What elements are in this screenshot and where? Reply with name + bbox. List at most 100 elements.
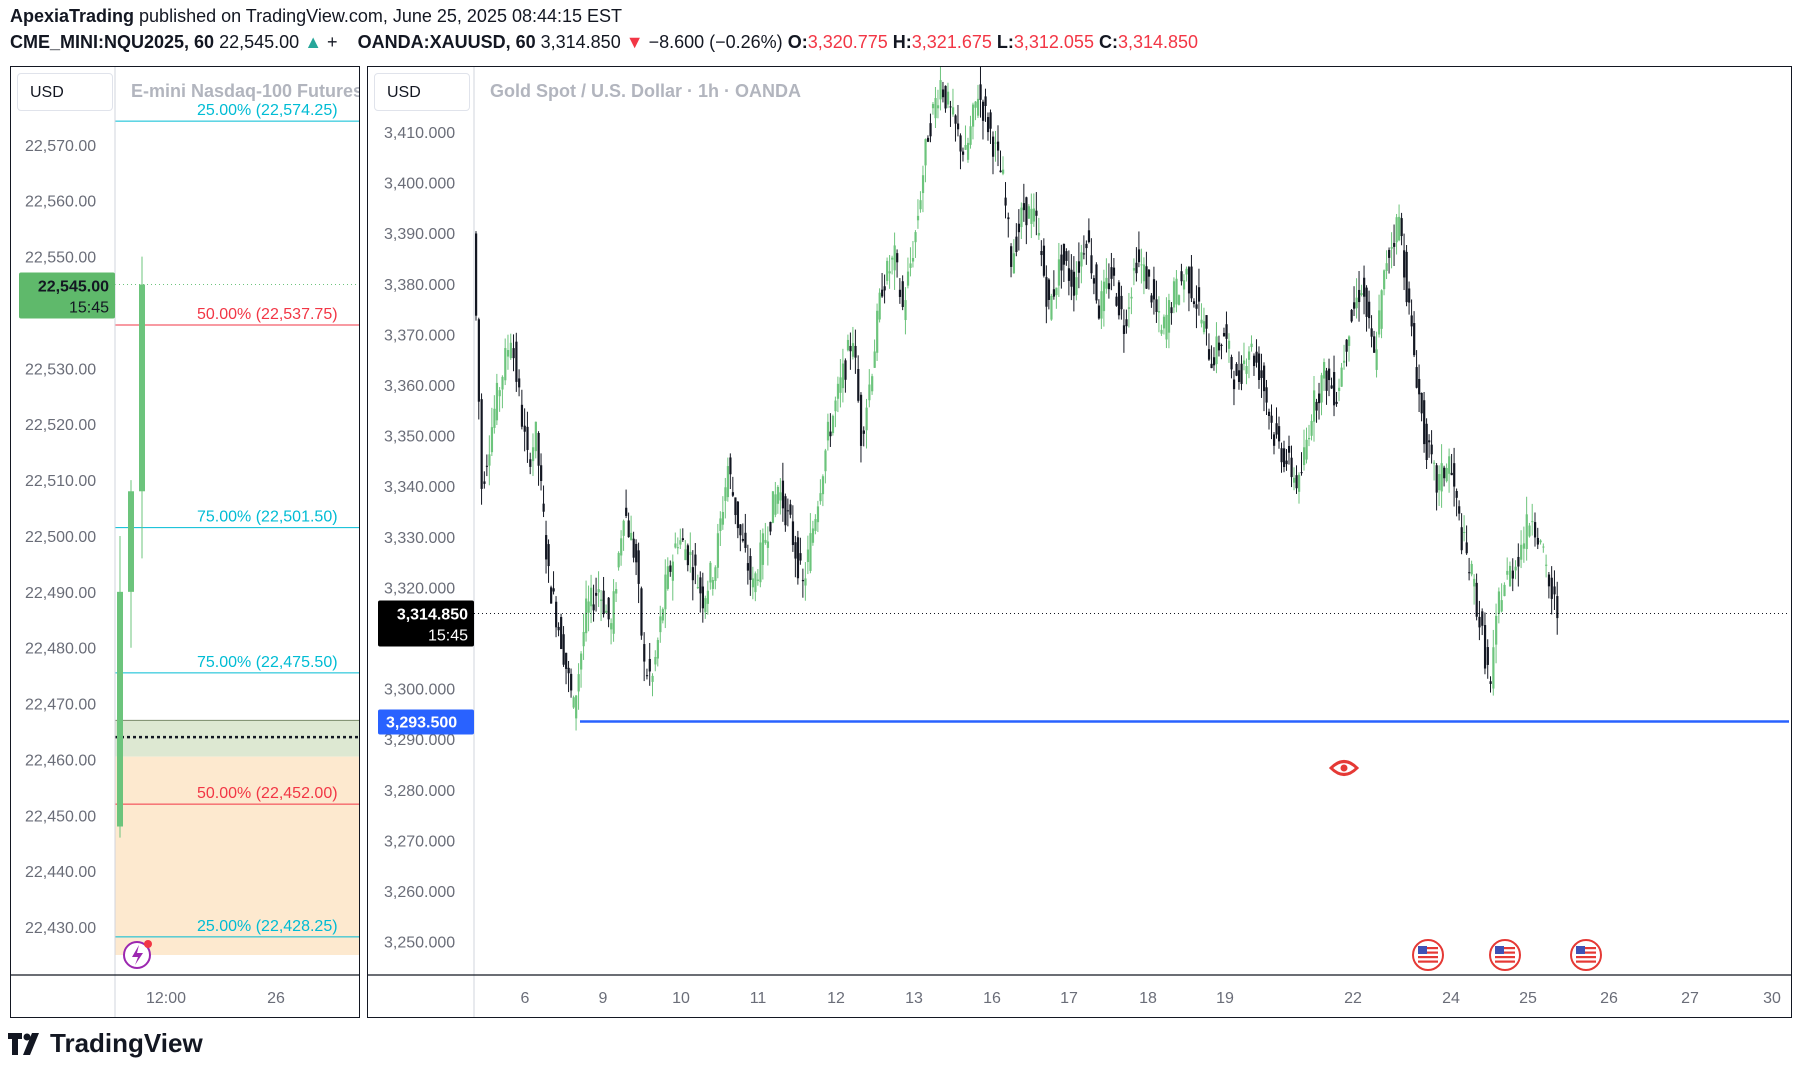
candle-body <box>1155 299 1158 312</box>
candle-body <box>620 538 623 556</box>
y-tick-label: 3,280.000 <box>384 783 455 800</box>
candle-body <box>1177 295 1181 305</box>
gold-chart-pane[interactable]: 3,410.000 3,400.000 3,390.000 3,380.000 3,37… <box>367 66 1792 1018</box>
candle-body <box>1230 356 1233 370</box>
candle-body <box>1310 420 1313 436</box>
gold-chart-svg[interactable]: 3,410.000 3,400.000 3,390.000 3,380.000 3,37… <box>368 67 1791 1017</box>
right-change: −8.600 (−0.26%) <box>648 32 783 52</box>
candle-body <box>1313 390 1316 422</box>
up-triangle-icon: ▲ <box>304 32 323 52</box>
candle-body <box>865 407 868 431</box>
left-price: 22,545.00 <box>219 32 300 52</box>
fib-label: 50.00% (22,452.00) <box>197 785 338 802</box>
candle-body <box>781 480 785 509</box>
candle-body <box>836 383 840 399</box>
candle-body <box>1260 370 1263 378</box>
y-tick-label: 3,250.000 <box>384 935 455 952</box>
candle-body <box>640 588 643 636</box>
candle-body <box>1115 296 1118 306</box>
close-value: 3,314.850 <box>1117 32 1199 52</box>
y-tick-label: 3,320.000 <box>384 580 455 597</box>
candle-body <box>1210 363 1213 369</box>
candle-body <box>1425 423 1428 460</box>
candle-body <box>1270 415 1273 423</box>
candle-body <box>904 300 907 321</box>
candle-body <box>746 563 750 571</box>
level-tag-value: 3,293.500 <box>386 714 457 731</box>
candle-body <box>991 136 995 157</box>
candle-body <box>1195 304 1198 309</box>
candle-body <box>1542 546 1545 548</box>
candle-body <box>555 601 558 628</box>
currency-button[interactable]: USD <box>374 73 470 111</box>
candle-body <box>1280 448 1283 463</box>
candle-body <box>542 503 545 512</box>
candle-body <box>605 610 608 613</box>
candle-body <box>552 588 555 592</box>
candle-body <box>969 126 972 145</box>
candle-body <box>1430 444 1433 455</box>
candle-body <box>821 476 825 495</box>
candle-body <box>871 376 874 392</box>
author-name[interactable]: ApexiaTrading <box>10 6 135 26</box>
candle-body <box>582 631 585 647</box>
candle-body <box>974 101 977 108</box>
candle-body <box>504 348 507 381</box>
candle-body <box>909 263 912 268</box>
candle-body <box>1187 267 1191 294</box>
price-tag-time: 15:45 <box>69 300 109 317</box>
candle-body <box>483 481 486 484</box>
candle-body <box>729 457 732 475</box>
candle-body <box>1539 540 1542 543</box>
candle-body <box>829 431 832 437</box>
candle-body <box>1528 525 1531 537</box>
candle-body <box>1353 302 1356 309</box>
candle-body <box>1185 268 1188 275</box>
candle-body <box>1320 375 1323 403</box>
left-change: + <box>327 32 338 52</box>
candle-body <box>1511 570 1514 579</box>
candle-body <box>1277 426 1281 442</box>
candle-body <box>724 487 727 501</box>
right-symbol[interactable]: OANDA:XAUUSD, 60 <box>357 32 536 52</box>
candle-body <box>1190 266 1193 299</box>
candle-body <box>1393 242 1396 247</box>
candle-body <box>951 107 955 115</box>
candle-body <box>1162 316 1166 329</box>
candle-body <box>989 112 992 129</box>
candle-body <box>939 80 942 100</box>
y-tick-label: 3,300.000 <box>384 682 455 699</box>
candle-body <box>480 399 483 489</box>
left-symbol[interactable]: CME_MINI:NQU2025, 60 <box>10 32 215 52</box>
candle-body <box>1247 351 1251 360</box>
y-tick-label: 3,260.000 <box>384 884 455 901</box>
candle-body <box>791 521 795 546</box>
candle-body <box>1095 264 1098 301</box>
candle-body <box>1343 360 1346 363</box>
candle-body <box>600 599 603 602</box>
tradingview-logo[interactable]: TradingView <box>8 1028 203 1059</box>
x-tick-label: 11 <box>750 990 767 1007</box>
candle-body <box>1165 314 1168 340</box>
candle-body <box>1453 463 1456 487</box>
x-tick-label: 25 <box>1519 990 1537 1007</box>
candle-body <box>679 540 682 545</box>
candle-body <box>841 363 845 389</box>
candle-body <box>714 567 717 581</box>
currency-button[interactable]: USD <box>17 73 113 111</box>
candle-body <box>602 590 605 615</box>
y-tick-label: 22,450.00 <box>25 808 96 825</box>
candle-body <box>1001 169 1005 174</box>
candle-body <box>764 539 767 543</box>
candle-body <box>924 139 927 166</box>
high-value: 3,321.675 <box>911 32 992 52</box>
candle-body <box>1380 290 1383 329</box>
candle-body <box>577 674 580 692</box>
candle-body <box>656 640 659 659</box>
candle-body <box>1125 319 1128 327</box>
nasdaq-chart-pane[interactable]: 25.00% (22,574.25) 50.00% (22,537.75) 75.0… <box>10 66 360 1018</box>
candle-body <box>1147 269 1151 277</box>
nasdaq-chart-svg[interactable]: 25.00% (22,574.25) 50.00% (22,537.75) 75.0… <box>11 67 359 1017</box>
candle-body <box>709 562 712 583</box>
chart-title: Gold Spot / U.S. Dollar · 1h · OANDA <box>490 81 802 101</box>
